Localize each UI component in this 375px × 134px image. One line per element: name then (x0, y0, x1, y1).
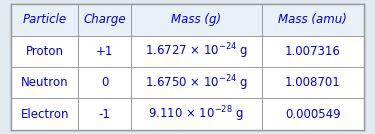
Text: Mass (g): Mass (g) (171, 13, 221, 26)
Bar (78, 67, 131, 98)
Text: 0.000549: 0.000549 (285, 108, 340, 121)
Text: Mass (amu): Mass (amu) (278, 13, 347, 26)
Bar (11, 4, 78, 36)
Text: 1.6727 × 10$^{-24}$ g: 1.6727 × 10$^{-24}$ g (145, 41, 248, 61)
Bar (131, 98, 261, 130)
Bar (261, 98, 364, 130)
Text: 1.007316: 1.007316 (285, 45, 340, 58)
Text: Neutron: Neutron (21, 76, 69, 89)
Text: 1.6750 × 10$^{-24}$ g: 1.6750 × 10$^{-24}$ g (145, 73, 248, 93)
Bar (131, 4, 261, 36)
Bar (11, 36, 78, 67)
Bar (261, 67, 364, 98)
Text: Particle: Particle (22, 13, 67, 26)
Bar (131, 36, 261, 67)
Text: 9.110 × 10$^{-28}$ g: 9.110 × 10$^{-28}$ g (148, 104, 244, 124)
Bar (131, 67, 261, 98)
Text: 1.008701: 1.008701 (285, 76, 340, 89)
Text: Charge: Charge (83, 13, 126, 26)
Bar (261, 36, 364, 67)
Bar (78, 4, 131, 36)
Bar (78, 36, 131, 67)
Bar (11, 98, 78, 130)
Bar (261, 4, 364, 36)
Text: Proton: Proton (26, 45, 64, 58)
Text: -1: -1 (99, 108, 111, 121)
Bar (78, 98, 131, 130)
Text: +1: +1 (96, 45, 113, 58)
Text: 0: 0 (101, 76, 108, 89)
Bar (11, 67, 78, 98)
Text: Electron: Electron (21, 108, 69, 121)
